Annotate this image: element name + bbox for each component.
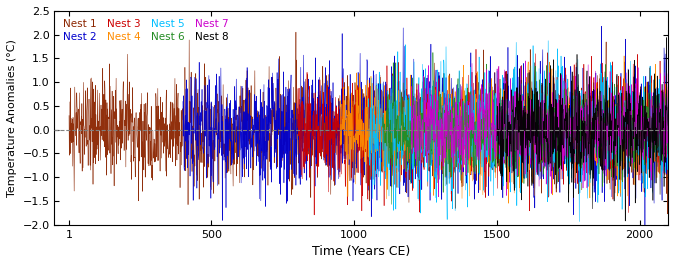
Nest 7 [534, 144, 542, 147]
Nest 6 [664, 103, 672, 107]
Nest 6 [601, 63, 610, 66]
Nest 4 [504, 202, 512, 205]
Nest 2 [525, 131, 533, 134]
Nest 6 [437, 138, 446, 141]
Nest 8 [653, 155, 661, 158]
Nest 5 [432, 138, 440, 141]
Nest 7 [521, 59, 529, 63]
Nest 3 [585, 162, 593, 166]
Nest 5 [392, 136, 400, 139]
Nest 4 [454, 123, 462, 126]
Nest 8 [621, 219, 629, 223]
Nest 6 [651, 139, 659, 142]
Nest 4 [589, 111, 597, 114]
Line: Nest 7: Nest 7 [411, 61, 668, 197]
Line: Nest 8: Nest 8 [497, 38, 668, 221]
Nest 1 [614, 112, 622, 115]
Nest 1 [546, 133, 554, 136]
Nest 3 [293, 126, 301, 129]
Nest 1 [171, 111, 179, 114]
Nest 2 [451, 128, 459, 131]
Nest 4 [636, 173, 644, 176]
Nest 3 [541, 118, 549, 121]
Nest 7 [664, 72, 672, 76]
Line: Nest 2: Nest 2 [183, 26, 668, 226]
Nest 8 [524, 134, 533, 138]
Line: Nest 6: Nest 6 [383, 52, 668, 204]
Nest 7 [601, 122, 609, 125]
Nest 1 [664, 212, 672, 215]
Nest 5 [664, 96, 672, 99]
Nest 7 [493, 122, 502, 125]
Line: Nest 1: Nest 1 [69, 32, 668, 214]
Nest 3 [472, 48, 480, 51]
Nest 2 [399, 92, 407, 95]
Nest 4 [439, 113, 448, 116]
Nest 5 [364, 105, 373, 108]
Nest 4 [664, 85, 672, 89]
Nest 8 [659, 90, 667, 93]
Nest 4 [620, 54, 628, 58]
Nest 6 [396, 149, 404, 152]
Nest 5 [544, 39, 552, 42]
Nest 2 [466, 131, 475, 134]
Nest 3 [310, 213, 318, 217]
Nest 7 [578, 142, 587, 145]
Nest 2 [241, 110, 249, 113]
Nest 7 [441, 137, 450, 140]
Line: Nest 5: Nest 5 [369, 41, 668, 222]
Line: Nest 4: Nest 4 [340, 56, 668, 203]
Line: Nest 3: Nest 3 [297, 49, 668, 215]
Nest 4 [336, 107, 344, 110]
Nest 7 [407, 143, 415, 146]
Y-axis label: Temperature Anomalies (°C): Temperature Anomalies (°C) [7, 39, 17, 197]
Nest 5 [575, 220, 583, 223]
Nest 4 [417, 158, 425, 161]
Nest 1 [605, 178, 613, 181]
Nest 3 [365, 82, 373, 85]
Nest 2 [597, 25, 605, 28]
Nest 8 [504, 154, 512, 158]
Nest 5 [520, 146, 528, 149]
Nest 1 [65, 114, 73, 117]
Nest 7 [453, 139, 461, 142]
Nest 6 [612, 134, 620, 137]
Nest 2 [458, 173, 466, 176]
Nest 6 [387, 203, 396, 206]
Nest 1 [409, 107, 417, 110]
Nest 1 [664, 121, 672, 124]
Nest 1 [292, 30, 300, 34]
Nest 8 [630, 137, 638, 140]
Nest 3 [664, 89, 672, 92]
Nest 7 [435, 195, 443, 198]
Nest 3 [445, 141, 453, 144]
Nest 5 [641, 128, 649, 131]
Nest 6 [379, 116, 387, 119]
Nest 5 [516, 191, 524, 195]
Nest 8 [493, 139, 501, 142]
Nest 6 [429, 51, 437, 54]
Nest 8 [549, 58, 558, 61]
Nest 3 [481, 125, 489, 128]
Nest 1 [170, 107, 178, 110]
X-axis label: Time (Years CE): Time (Years CE) [312, 245, 410, 258]
Nest 2 [179, 100, 187, 103]
Nest 2 [664, 128, 672, 131]
Nest 3 [303, 159, 311, 162]
Nest 5 [439, 116, 448, 119]
Nest 2 [641, 224, 649, 227]
Nest 8 [662, 36, 670, 39]
Nest 8 [664, 124, 672, 127]
Legend: Nest 1, Nest 2, Nest 3, Nest 4, Nest 5, Nest 6, Nest 7, Nest 8: Nest 1, Nest 2, Nest 3, Nest 4, Nest 5, … [59, 16, 232, 46]
Nest 4 [492, 134, 500, 138]
Nest 6 [632, 101, 640, 105]
